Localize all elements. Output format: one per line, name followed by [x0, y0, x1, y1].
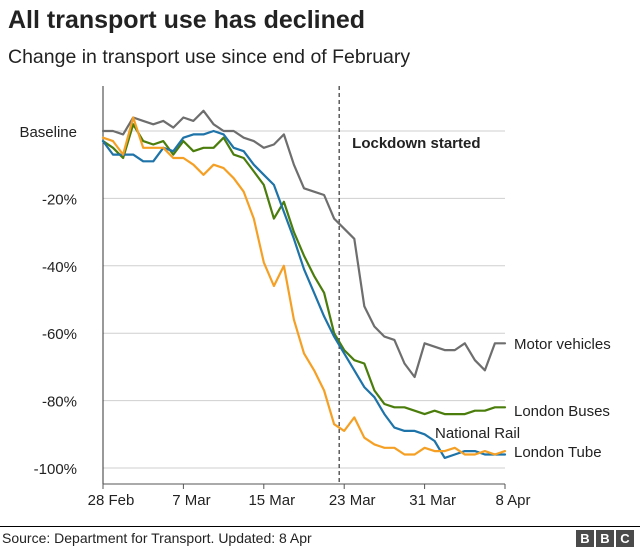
line-chart: Baseline -20% -40% -60% -80% -100% 28 Feb 7 Ma…: [19, 86, 611, 509]
series-line-motor-vehicles: [101, 109, 507, 379]
x-tick-label: 28 Feb: [88, 492, 135, 509]
bbc-logo: B B C: [576, 530, 634, 547]
y-axis-ticks: Baseline -20% -40% -60% -80% -100%: [19, 124, 77, 478]
series-label-national-rail: National Rail: [435, 425, 520, 442]
bbc-logo-letter: C: [616, 530, 634, 547]
x-axis-ticks: 28 Feb 7 Mar 15 Mar 23 Mar 31 Mar 8 Apr: [88, 484, 531, 509]
lockdown-annotation: Lockdown started: [338, 86, 481, 484]
chart-subtitle: Change in transport use since end of Feb…: [8, 46, 411, 68]
source-note: Source: Department for Transport. Update…: [2, 530, 312, 546]
x-tick-label: 15 Mar: [248, 492, 295, 509]
y-tick-label: -60%: [42, 326, 77, 343]
series-label-motor-vehicles: Motor vehicles: [514, 336, 611, 353]
y-tick-label: -20%: [42, 191, 77, 208]
x-tick-label: 8 Apr: [495, 492, 530, 509]
y-tick-label: -100%: [34, 461, 77, 478]
bbc-logo-letter: B: [576, 530, 594, 547]
lockdown-label: Lockdown started: [352, 135, 480, 152]
series-label-london-tube: London Tube: [514, 444, 602, 461]
series-lines: [101, 109, 507, 459]
series-line-national-rail: [101, 129, 507, 459]
y-tick-label: -40%: [42, 259, 77, 276]
x-tick-label: 7 Mar: [172, 492, 210, 509]
x-tick-label: 31 Mar: [409, 492, 456, 509]
x-tick-label: 23 Mar: [329, 492, 376, 509]
bbc-logo-letter: B: [596, 530, 614, 547]
y-tick-label: Baseline: [19, 124, 77, 141]
gridlines: [103, 130, 505, 469]
chart-title: All transport use has declined: [8, 6, 366, 34]
series-labels: Motor vehicles London Buses National Rail L…: [435, 336, 611, 461]
footer-divider: [0, 526, 640, 527]
series-label-london-buses: London Buses: [514, 403, 610, 420]
y-tick-label: -80%: [42, 394, 77, 411]
series-line-london-tube: [101, 116, 507, 456]
